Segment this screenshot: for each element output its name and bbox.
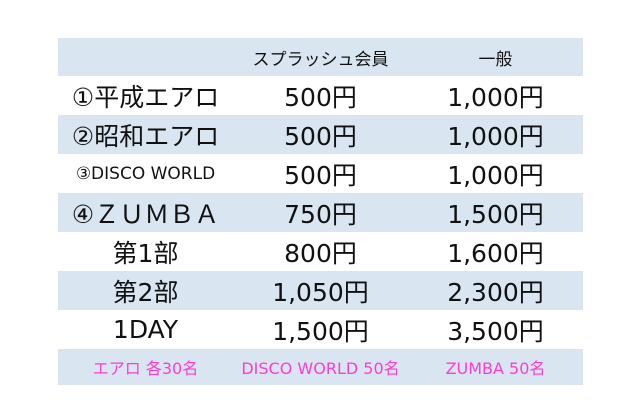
general-price: 3,500円	[447, 316, 544, 346]
header-general: 一般	[478, 49, 513, 70]
general-price: 1,000円	[447, 121, 544, 151]
table-row: ①平成エアロ 500円 1,000円	[58, 76, 583, 115]
header-member: スプラッシュ会員	[252, 49, 389, 70]
row-name: 第2部	[112, 277, 179, 307]
price-table: スプラッシュ会員 一般 ①平成エアロ 500円 1,000円 ②昭和エアロ 50…	[58, 38, 583, 385]
member-price: 500円	[284, 121, 357, 151]
table-row: 第2部 1,050円 2,300円	[58, 271, 583, 310]
table-row: ④ＺＵＭＢＡ 750円 1,500円	[58, 193, 583, 232]
member-price: 500円	[284, 160, 357, 190]
row-name: 1DAY	[112, 315, 179, 344]
capacity-aerobics: エアロ 各30名	[92, 359, 199, 378]
general-price: 2,300円	[447, 277, 544, 307]
member-price: 750円	[284, 199, 357, 229]
row-name: ③DISCO WORLD	[75, 163, 216, 184]
table-row: ③DISCO WORLD 500円 1,000円	[58, 154, 583, 193]
capacity-disco-world: DISCO WORLD 50名	[241, 359, 400, 378]
row-name: ②昭和エアロ	[71, 121, 220, 151]
general-price: 1,500円	[447, 199, 544, 229]
general-price: 1,000円	[447, 160, 544, 190]
capacity-zumba: ZUMBA 50名	[445, 359, 546, 378]
row-name: ④ＺＵＭＢＡ	[71, 199, 220, 229]
table-row: 第1部 800円 1,600円	[58, 232, 583, 271]
general-price: 1,600円	[447, 238, 544, 268]
row-name: 第1部	[112, 238, 179, 268]
table-row: 1DAY 1,500円 3,500円	[58, 310, 583, 349]
general-price: 1,000円	[447, 82, 544, 112]
capacity-footer-row: エアロ 各30名 DISCO WORLD 50名 ZUMBA 50名	[58, 349, 583, 385]
table-header-row: スプラッシュ会員 一般	[58, 38, 583, 76]
member-price: 1,050円	[272, 277, 369, 307]
row-name: ①平成エアロ	[71, 82, 220, 112]
member-price: 500円	[284, 82, 357, 112]
table-row: ②昭和エアロ 500円 1,000円	[58, 115, 583, 154]
member-price: 1,500円	[272, 316, 369, 346]
member-price: 800円	[284, 238, 357, 268]
